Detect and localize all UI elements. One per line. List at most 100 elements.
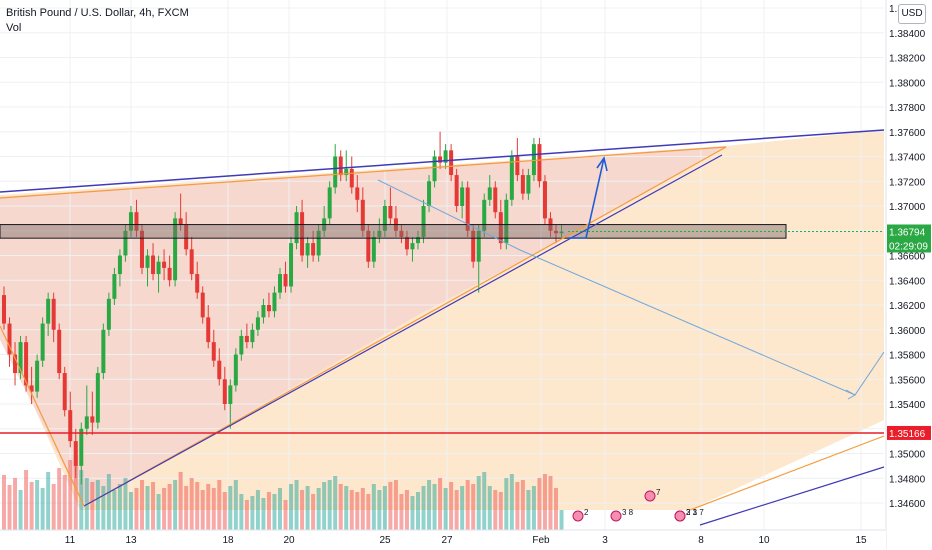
volume-bar [366, 494, 371, 530]
volume-bar [410, 496, 415, 530]
volume-bar [443, 488, 448, 530]
candle-body [471, 230, 476, 262]
candle-body [57, 329, 62, 374]
volume-bar [250, 496, 255, 530]
volume-bar [360, 488, 365, 530]
support-price-tag [887, 425, 931, 440]
volume-bar [278, 488, 282, 530]
volume-bar [2, 475, 6, 530]
candle-body [421, 206, 426, 237]
volume-bar [294, 480, 299, 530]
upper-trendline [0, 129, 885, 193]
candle-body [134, 212, 139, 231]
volume-bar [35, 480, 40, 530]
price-tick-label: 1.37800 [889, 103, 926, 114]
volume-bar [18, 490, 23, 530]
candle-body [449, 150, 454, 176]
candle-body [255, 317, 260, 330]
volume-bar [222, 492, 227, 530]
candle-body [250, 329, 255, 343]
volume-bar [504, 478, 509, 530]
volume-bar [151, 482, 156, 530]
candle-body [266, 305, 271, 312]
candle-body [13, 354, 18, 374]
candle-body [106, 298, 111, 330]
price-tick-label: 1.36400 [889, 276, 926, 287]
price-tick-label: 1.38400 [889, 29, 926, 40]
volume-bar [487, 486, 492, 530]
candle-body [145, 255, 150, 268]
candle-body [117, 255, 122, 275]
candle-body [349, 168, 354, 188]
event-count: 3 1 7 [686, 508, 704, 517]
candle-body [432, 156, 437, 182]
candle-body [244, 335, 249, 343]
volume-bar [101, 486, 106, 530]
candle-body [360, 199, 365, 231]
volume-bar [200, 490, 205, 530]
event-flag-icon [674, 510, 686, 522]
volume-bar [62, 475, 67, 530]
candle-body [178, 218, 183, 225]
volume-bar [393, 480, 398, 530]
last-price-label: 1.36794 [889, 227, 926, 238]
volume-bar [537, 478, 542, 530]
time-tick-label: 18 [222, 535, 234, 546]
event-flag-icon [572, 510, 584, 522]
chart-legend: British Pound / U.S. Dollar, 4h, FXCM Vo… [6, 6, 189, 36]
volume-bar [46, 472, 51, 530]
volume-bar [404, 490, 409, 530]
volume-bar [244, 500, 249, 530]
volume-bar [73, 455, 78, 530]
wedge-upper-edge [0, 146, 727, 199]
volume-bar [526, 490, 531, 530]
time-tick-label: 15 [855, 535, 867, 546]
candle-body [493, 187, 498, 213]
candle-body [316, 230, 321, 256]
candle-body [173, 218, 178, 281]
event-flag-icon [644, 490, 656, 502]
time-tick-label: 25 [379, 535, 391, 546]
currency-button[interactable]: USD [898, 4, 926, 24]
candle-body [62, 373, 67, 411]
candle-body [73, 441, 78, 466]
time-tick-label: 11 [65, 535, 76, 546]
event-count: 2 [584, 508, 589, 517]
candle-body [195, 274, 200, 293]
time-tick-label: 3 [602, 535, 608, 546]
candle-body [438, 156, 443, 163]
candle-body [311, 243, 316, 256]
volume-bar [167, 484, 172, 530]
volume-bar [29, 482, 34, 530]
candle-body [289, 243, 294, 287]
volume-bar [482, 472, 487, 530]
volume-bar [24, 470, 29, 530]
candle-body [162, 261, 167, 268]
volume-bar [421, 486, 426, 530]
price-tick-label: 1.37000 [889, 202, 926, 213]
candle-body [151, 255, 156, 275]
target-arrow [568, 157, 605, 239]
candle-body [184, 224, 189, 250]
zone-lower-edge [689, 435, 885, 511]
countdown-label: 02:29:09 [889, 241, 928, 252]
symbol-title: British Pound / U.S. Dollar, 4h, FXCM [6, 7, 189, 19]
last-price-tag [887, 224, 931, 239]
volume-bar [266, 492, 271, 530]
volume-bar [7, 485, 12, 530]
volume-bar [189, 478, 194, 530]
volume-bar [128, 492, 133, 530]
candle-body [305, 243, 310, 256]
price-tick-label: 1.35000 [889, 450, 926, 461]
volume-bar [233, 480, 238, 530]
time-tick-label: 20 [283, 535, 295, 546]
volume-bar [195, 482, 200, 530]
candle-body [35, 360, 40, 392]
candle-body [476, 230, 481, 262]
candle-body [79, 428, 84, 466]
volume-bar [471, 484, 476, 530]
candle-body [51, 298, 56, 330]
candle-body [520, 175, 525, 194]
volume-bar [559, 510, 564, 530]
